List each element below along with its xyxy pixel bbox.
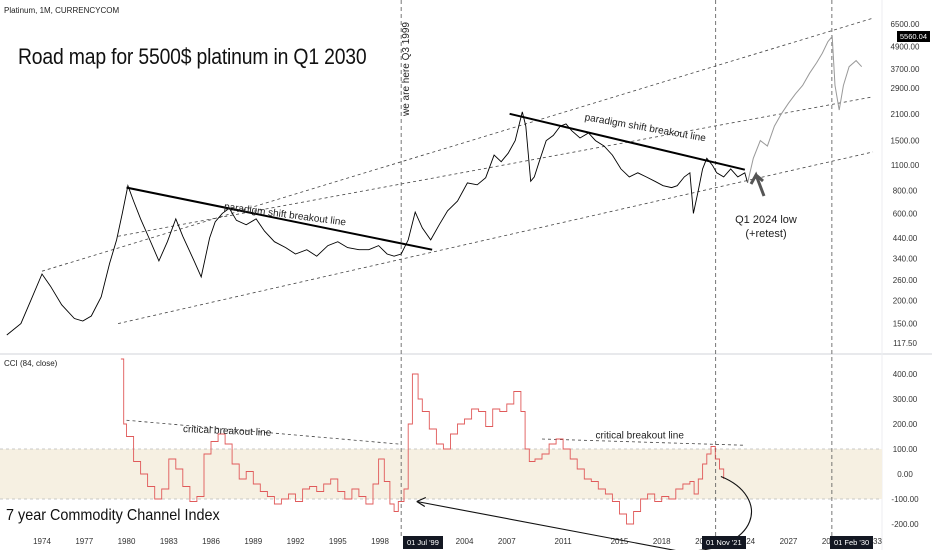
q1-note-line1: Q1 2024 low	[735, 214, 797, 226]
x-tick-label: 1995	[329, 537, 347, 546]
cci-link-arrowhead	[416, 496, 427, 508]
x-tick-label: 1974	[33, 537, 51, 546]
price-tick-label: 3700.00	[891, 65, 920, 74]
vertical-note-1999: we are here Q3 1999	[401, 22, 412, 117]
symbol-title: Platinum, 1M, CURRENCYCOM	[4, 6, 120, 15]
q1-arrow	[749, 171, 766, 197]
critical-line-2	[541, 438, 745, 446]
cci-link-arrow	[416, 475, 752, 550]
price-tick-label: 440.00	[893, 234, 918, 243]
cci-tick-label: 400.00	[893, 370, 918, 379]
x-tick-label: 1986	[202, 537, 220, 546]
x-tick-label: 2033	[864, 537, 882, 546]
channel-line-0	[41, 17, 874, 272]
price-tick-label: 1500.00	[891, 137, 920, 146]
x-tick-label: 2018	[653, 537, 671, 546]
time-badge-2021: 01 Nov '21	[702, 536, 746, 549]
price-tick-label: 150.00	[893, 320, 918, 329]
price-tick-label: 800.00	[893, 187, 918, 196]
breakout-line-1	[126, 186, 433, 251]
cci-series	[120, 358, 725, 525]
time-badge-2030: 01 Feb '30	[830, 536, 874, 549]
price-tick-label: 340.00	[893, 255, 918, 264]
cci-indicator-label: CCI (84, close)	[4, 359, 58, 368]
x-tick-label: 2024	[737, 537, 755, 546]
x-tick-label: 2007	[498, 537, 516, 546]
x-tick-label: 2004	[456, 537, 474, 546]
cci-tick-label: 100.00	[893, 445, 918, 454]
price-tick-label: 600.00	[893, 209, 918, 218]
price-tick-label: 4900.00	[891, 42, 920, 51]
critical-label-1: critical breakout line	[183, 424, 272, 439]
critical-label-2: critical breakout line	[596, 430, 685, 441]
time-badge-1999: 01 Jul '99	[403, 536, 443, 549]
cci-tick-label: 300.00	[893, 395, 918, 404]
price-tick-label: 200.00	[893, 297, 918, 306]
last-price-badge: 5560.04	[896, 31, 930, 42]
channel-line-1	[117, 96, 874, 237]
cci-tick-label: 0.00	[897, 470, 913, 479]
price-series-historical	[6, 111, 749, 336]
cci-band-fill	[0, 449, 882, 499]
price-tick-label: 117.50	[893, 339, 917, 348]
price-tick-label: 2100.00	[891, 110, 920, 119]
price-tick-label: 2900.00	[891, 84, 920, 93]
cci-tick-label: -200.00	[891, 520, 919, 529]
x-tick-label: 1977	[75, 537, 93, 546]
cci-tick-label: -100.00	[891, 495, 919, 504]
price-series-projection	[747, 35, 863, 184]
x-tick-label: 1998	[371, 537, 389, 546]
x-tick-label: 2015	[611, 537, 629, 546]
price-tick-label: 260.00	[893, 276, 918, 285]
x-tick-label: 1980	[118, 537, 136, 546]
x-tick-label: 2027	[780, 537, 798, 546]
price-tick-label: 6500.00	[891, 20, 920, 29]
x-tick-label: 1989	[244, 537, 262, 546]
cci-tick-label: 200.00	[893, 420, 918, 429]
x-tick-label: 2011	[555, 537, 573, 546]
price-tick-label: 1100.00	[891, 161, 920, 170]
q1-note-line2: (+retest)	[745, 228, 787, 240]
cci-pane-title: 7 year Commodity Channel Index	[6, 507, 220, 524]
q1-2024-low-note: Q1 2024 low (+retest)	[722, 213, 810, 241]
chart-main-title: Road map for 5500$ platinum in Q1 2030	[18, 44, 367, 69]
x-tick-label: 1992	[287, 537, 305, 546]
x-tick-label: 1983	[160, 537, 178, 546]
